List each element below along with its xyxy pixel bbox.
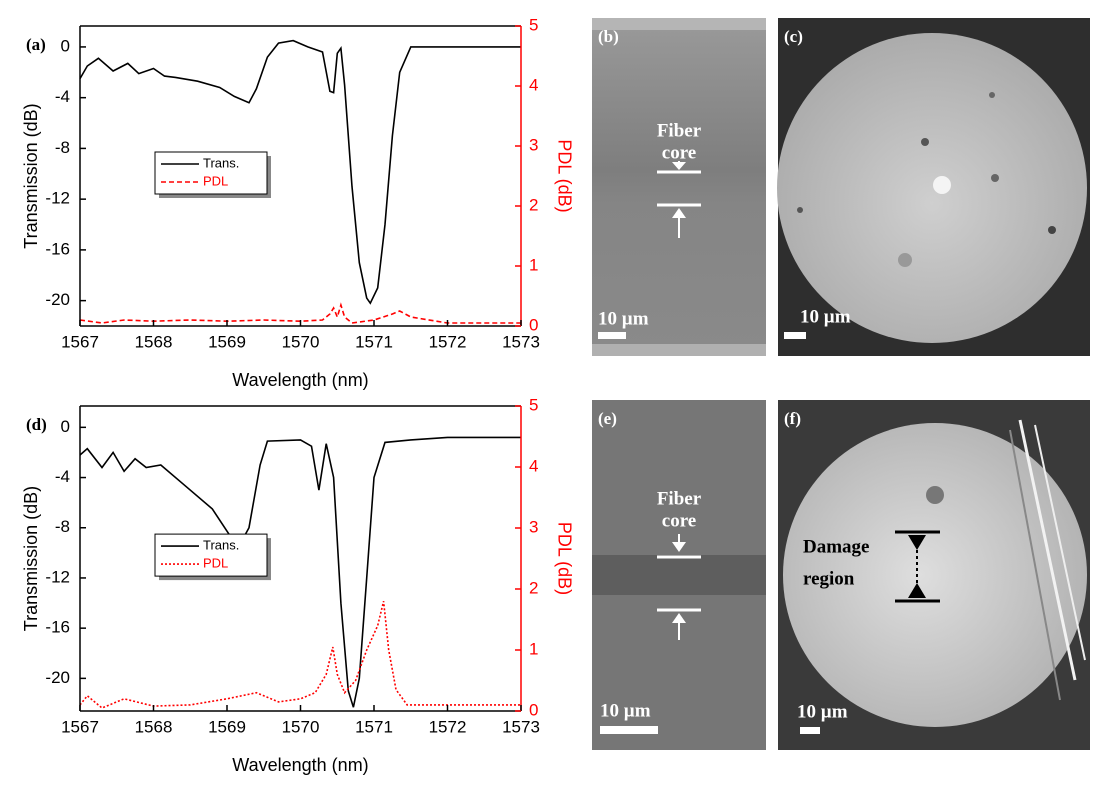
- legend-label: Trans.: [203, 155, 239, 170]
- y2-tick-label: 5: [529, 395, 538, 414]
- y2-tick-label: 4: [529, 75, 538, 94]
- y-tick-label: -4: [55, 87, 70, 106]
- x-axis-label: Wavelength (nm): [232, 755, 368, 775]
- x-tick-label: 1570: [282, 717, 320, 736]
- y-tick-label: -12: [45, 189, 70, 208]
- y-tick-label: -20: [45, 668, 70, 687]
- x-tick-label: 1571: [355, 717, 393, 736]
- y-tick-label: -12: [45, 567, 70, 586]
- x-tick-label: 1569: [208, 332, 246, 351]
- x-tick-label: 1572: [429, 332, 467, 351]
- y2-axis-label: PDL (dB): [554, 522, 574, 595]
- x-tick-label: 1571: [355, 332, 393, 351]
- legend-box: [154, 533, 268, 577]
- y2-tick-label: 0: [529, 700, 538, 719]
- legend-label: PDL: [203, 556, 228, 571]
- y2-axis-label: PDL (dB): [554, 139, 574, 212]
- legend-box: [154, 151, 268, 195]
- y-tick-label: -4: [55, 467, 70, 486]
- annotation: core: [662, 142, 696, 163]
- y-tick-label: -20: [45, 290, 70, 309]
- annotation: core: [662, 510, 696, 531]
- panel-label: (f): [784, 409, 801, 428]
- panel-label: (b): [598, 27, 619, 46]
- y2-tick-label: 1: [529, 639, 538, 658]
- micrograph-c: (c) 10 µm: [777, 18, 1090, 356]
- legend-label: PDL: [203, 173, 228, 188]
- y2-tick-label: 5: [529, 15, 538, 34]
- panel-label: (d): [26, 415, 47, 434]
- legend-label: Trans.: [203, 538, 239, 553]
- x-tick-label: 1569: [208, 717, 246, 736]
- scale-label: 10 µm: [797, 701, 848, 722]
- micrograph-f: (f) Damage region 10 µm: [778, 400, 1090, 750]
- y2-tick-label: 1: [529, 255, 538, 274]
- y2-tick-label: 2: [529, 195, 538, 214]
- x-tick-label: 1568: [135, 717, 173, 736]
- panel-label: (c): [784, 27, 803, 46]
- y2-tick-label: 0: [529, 315, 538, 334]
- x-tick-label: 1572: [429, 717, 467, 736]
- micrograph-b: (b) Fiber core 10 µm: [592, 18, 766, 356]
- y-tick-label: -16: [45, 618, 70, 637]
- series-line: [79, 436, 521, 708]
- x-tick-label: 1570: [282, 332, 320, 351]
- y-tick-label: -16: [45, 239, 70, 258]
- series-line: [79, 302, 521, 324]
- y-axis-label: Transmission (dB): [21, 486, 41, 631]
- y2-tick-label: 3: [529, 135, 538, 154]
- x-tick-label: 1573: [502, 717, 540, 736]
- y-tick-label: -8: [55, 138, 70, 157]
- scale-label: 10 µm: [598, 308, 649, 329]
- y-axis-label: Transmission (dB): [21, 103, 41, 248]
- y-tick-label: -8: [55, 517, 70, 536]
- x-tick-label: 1573: [502, 332, 540, 351]
- x-tick-label: 1568: [135, 332, 173, 351]
- y2-tick-label: 4: [529, 456, 538, 475]
- series-line: [79, 39, 521, 305]
- y-tick-label: 0: [61, 417, 70, 436]
- annotation: Fiber: [657, 488, 702, 509]
- panel-label: (e): [598, 409, 617, 428]
- y-tick-label: 0: [61, 36, 70, 55]
- series-line: [79, 601, 521, 709]
- x-tick-label: 1567: [61, 332, 99, 351]
- y2-tick-label: 2: [529, 578, 538, 597]
- x-axis-label: Wavelength (nm): [232, 370, 368, 390]
- micrograph-e: (e) Fiber core 10 µm: [592, 400, 766, 750]
- y2-tick-label: 3: [529, 517, 538, 536]
- annotation: region: [803, 568, 855, 589]
- panel-label: (a): [26, 35, 46, 54]
- scale-label: 10 µm: [600, 700, 651, 721]
- annotation: Fiber: [657, 120, 702, 141]
- x-tick-label: 1567: [61, 717, 99, 736]
- annotation: Damage: [803, 536, 869, 557]
- scale-label: 10 µm: [800, 306, 851, 327]
